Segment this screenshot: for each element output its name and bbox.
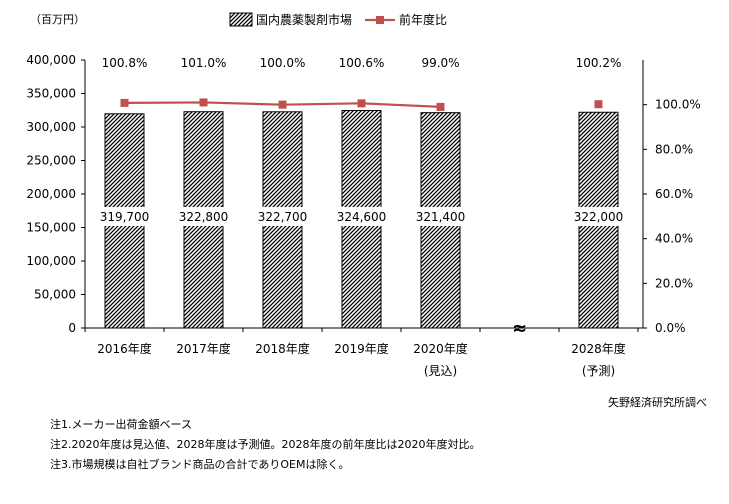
left-axis-tick-label: 250,000 [26,154,76,168]
right-axis-tick-label: 20.0% [655,276,693,290]
legend-bar-swatch [229,12,253,27]
left-axis-tick-label: 100,000 [26,254,76,268]
right-axis-tick-label: 80.0% [655,142,693,156]
bar-value-label: 319,700 [100,210,150,224]
x-axis-category-sublabel: (見込) [424,364,457,378]
axis-break-icon: ≈ [512,318,527,339]
note-2: 注2.2020年度は見込値、2028年度は予測値。2028年度の前年度比は202… [50,438,481,451]
bar-label-background [172,207,235,226]
line-marker-4 [357,99,366,108]
line-value-label: 100.2% [576,56,622,70]
x-axis-category-label: 2017年度 [176,341,231,356]
bar-value-label: 322,700 [258,210,308,224]
line-value-label: 100.8% [102,56,148,70]
bar-value-label: 322,800 [179,210,229,224]
x-axis-category-label: 2028年度 [571,341,626,356]
bar-value-label: 321,400 [416,210,466,224]
left-axis-unit-label: （百万円） [30,13,85,26]
bar-value-label: 322,000 [574,210,624,224]
x-axis-category-sublabel: (予測) [582,364,615,378]
note-1: 注1.メーカー出荷金額ベース [50,418,192,431]
bar-label-background [251,207,314,226]
left-axis-tick-label: 200,000 [26,187,76,201]
line-marker-3 [278,100,287,109]
note-3: 注3.市場規模は自社ブランド商品の合計でありOEMは除く。 [50,458,350,471]
source-credit: 矢野経済研究所調べ [608,396,707,409]
line-value-label: 101.0% [181,56,227,70]
legend-bar-label: 国内農薬製剤市場 [256,12,352,27]
left-axis-tick-label: 400,000 [26,53,76,67]
bar-label-background [93,207,156,226]
line-value-label: 100.6% [339,56,385,70]
x-axis-category-label: 2020年度 [413,341,468,356]
line-marker-5 [436,102,445,111]
right-axis-tick-label: 0.0% [655,321,686,335]
legend-line-label: 前年度比 [399,12,447,27]
right-axis-tick-label: 40.0% [655,232,693,246]
left-axis-tick-label: 300,000 [26,120,76,134]
left-axis-tick-label: 150,000 [26,221,76,235]
bar-label-background [330,207,393,226]
bar-label-background [567,207,630,226]
line-value-label: 99.0% [421,56,459,70]
left-axis-tick-label: 50,000 [34,288,76,302]
x-axis-category-label: 2016年度 [97,341,152,356]
right-axis-tick-label: 60.0% [655,187,693,201]
right-axis-tick-label: 100.0% [655,98,701,112]
chart-canvas: 0 50,000 100,000 150,000 200,000 250,000 300,0… [26,12,701,378]
line-marker-2 [199,98,208,107]
bar-value-label: 324,600 [337,210,387,224]
line-value-label: 100.0% [260,56,306,70]
left-axis-tick-label: 350,000 [26,87,76,101]
x-axis-category-label: 2019年度 [334,341,389,356]
legend-line-marker [376,16,384,24]
bar-label-background [409,207,472,226]
line-marker-1 [120,98,129,107]
left-axis-tick-label: 0 [68,321,76,335]
x-axis-category-label: 2018年度 [255,341,310,356]
line-marker-6 [594,100,603,109]
